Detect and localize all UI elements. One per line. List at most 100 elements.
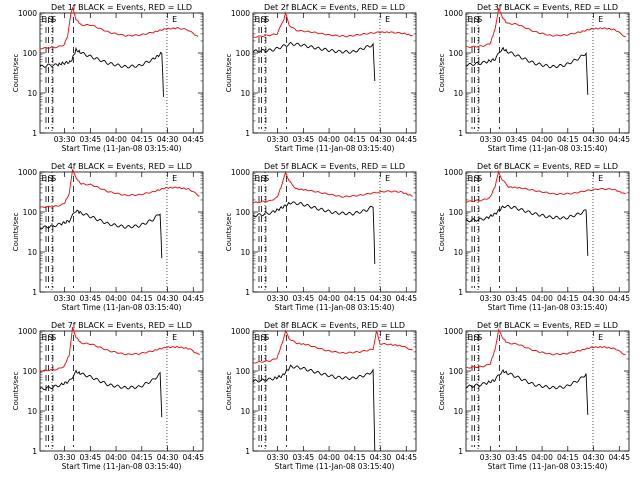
plot-frame [39, 171, 204, 293]
x-tick-label: 03:45 [80, 135, 102, 144]
x-tick-label: 04:00 [105, 453, 127, 462]
series-events-line [465, 369, 589, 415]
s-marker-label: S [51, 15, 56, 24]
x-axis-label: Start Time (11-Jan-08 03:15:40) [488, 303, 608, 312]
y-axis-label: Counts/sec [225, 372, 233, 411]
series-events-line [39, 369, 163, 418]
x-tick-label: 03:45 [80, 294, 102, 303]
y-tick-label: 10 [27, 407, 37, 416]
s-marker-label: S [48, 15, 53, 24]
x-axis-label: Start Time (11-Jan-08 03:15:40) [275, 144, 395, 153]
x-tick-label: 04:30 [370, 294, 392, 303]
e-marker-label: E [255, 174, 260, 183]
plot-frame [465, 12, 630, 134]
y-tick-label: 1000 [231, 168, 250, 177]
y-tick-label: 1000 [18, 168, 37, 177]
e-marker-label: E [598, 174, 603, 183]
y-tick-label: 10 [240, 89, 250, 98]
y-tick-label: 100 [449, 367, 464, 376]
y-tick-label: 1 [458, 447, 463, 456]
chart-panel-6: Det 6f BLACK = Events, RED = LLD 1 10 100 10… [438, 162, 630, 312]
y-axis-label: Counts/sec [12, 372, 20, 411]
s-marker-label: S [474, 15, 479, 24]
y-tick-label: 1 [32, 288, 37, 297]
e-marker-label: E [172, 333, 177, 342]
x-tick-label: 04:00 [318, 453, 340, 462]
y-tick-label: 1 [245, 288, 250, 297]
x-axis-label: Start Time (11-Jan-08 03:15:40) [275, 303, 395, 312]
x-tick-label: 03:45 [506, 294, 528, 303]
x-tick-label: 03:45 [293, 294, 315, 303]
y-tick-label: 10 [453, 89, 463, 98]
x-tick-label: 03:30 [267, 294, 289, 303]
chart-panel-5: Det 5f BLACK = Events, RED = LLD 1 10 100 10… [225, 162, 417, 312]
y-tick-label: 1 [458, 288, 463, 297]
e-marker-label: E [598, 15, 603, 24]
y-tick-label: 100 [23, 367, 38, 376]
x-tick-label: 04:45 [608, 453, 630, 462]
x-tick-label: 04:45 [395, 294, 417, 303]
y-tick-label: 10 [240, 248, 250, 257]
s-marker-label: S [264, 333, 269, 342]
plot-frame [252, 12, 417, 134]
x-tick-label: 04:00 [531, 294, 553, 303]
x-tick-label: 04:45 [395, 453, 417, 462]
y-tick-label: 1 [32, 129, 37, 138]
chart-title: Det 2f BLACK = Events, RED = LLD [264, 3, 405, 12]
y-tick-label: 10 [27, 89, 37, 98]
x-tick-label: 04:30 [370, 135, 392, 144]
chart-title: Det 6f BLACK = Events, RED = LLD [477, 162, 618, 171]
y-tick-label: 10 [27, 248, 37, 257]
plot-frame [39, 12, 204, 134]
x-tick-label: 04:30 [370, 453, 392, 462]
e-marker-label: E [42, 174, 47, 183]
plot-frame [252, 171, 417, 293]
y-tick-label: 100 [449, 49, 464, 58]
e-marker-label: E [172, 15, 177, 24]
chart-panel-3: Det 3f BLACK = Events, RED = LLD 1 10 100 10… [438, 3, 630, 153]
x-tick-label: 04:15 [557, 135, 579, 144]
s-marker-label: S [261, 174, 266, 183]
e-marker-label: E [385, 333, 390, 342]
x-tick-label: 04:45 [182, 135, 204, 144]
chart-title: Det 4f BLACK = Events, RED = LLD [51, 162, 192, 171]
x-tick-label: 03:30 [267, 135, 289, 144]
x-tick-label: 04:30 [583, 453, 605, 462]
series-lld-line [465, 328, 626, 369]
x-tick-label: 04:15 [557, 453, 579, 462]
s-marker-label: S [48, 174, 53, 183]
y-tick-label: 100 [449, 208, 464, 217]
y-axis-label: Counts/sec [225, 213, 233, 252]
series-events-line [465, 204, 589, 256]
s-marker-label: S [48, 333, 53, 342]
x-tick-label: 03:45 [80, 453, 102, 462]
x-tick-label: 04:45 [395, 135, 417, 144]
x-tick-label: 03:45 [506, 135, 528, 144]
s-marker-label: S [477, 15, 482, 24]
x-tick-label: 04:15 [131, 453, 153, 462]
x-tick-label: 04:30 [157, 135, 179, 144]
x-tick-label: 03:30 [54, 294, 76, 303]
e-marker-label: E [468, 15, 473, 24]
chart-panel-7: Det 7f BLACK = Events, RED = LLD 1 10 100 10… [12, 321, 204, 471]
chart-title: Det 7f BLACK = Events, RED = LLD [51, 321, 192, 330]
x-tick-label: 03:45 [293, 135, 315, 144]
y-tick-label: 1000 [444, 168, 463, 177]
series-events-line [252, 364, 376, 452]
s-marker-label: S [261, 15, 266, 24]
series-events-line [39, 209, 163, 259]
e-marker-label: E [598, 333, 603, 342]
y-tick-label: 100 [236, 367, 251, 376]
x-tick-label: 03:30 [480, 294, 502, 303]
series-lld-line [252, 11, 413, 38]
x-tick-label: 04:15 [131, 135, 153, 144]
chart-panel-9: Det 9f BLACK = Events, RED = LLD 1 10 100 10… [438, 321, 630, 471]
x-tick-label: 04:45 [182, 453, 204, 462]
s-marker-label: S [474, 333, 479, 342]
x-tick-label: 04:30 [583, 135, 605, 144]
y-axis-label: Counts/sec [12, 213, 20, 252]
y-tick-label: 1 [458, 129, 463, 138]
chart-panel-2: Det 2f BLACK = Events, RED = LLD 1 10 100 10… [225, 3, 417, 153]
x-axis-label: Start Time (11-Jan-08 03:15:40) [488, 462, 608, 471]
x-tick-label: 03:30 [267, 453, 289, 462]
